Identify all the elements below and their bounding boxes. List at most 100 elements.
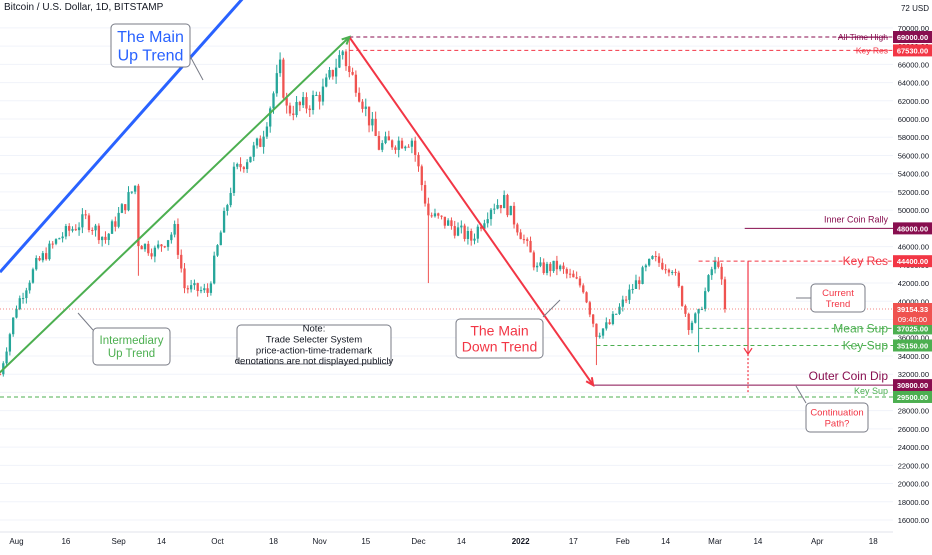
last-price-tag-bg (893, 302, 932, 325)
candle-body (222, 210, 226, 233)
candle (394, 145, 397, 154)
y-tick-label: 64000.00 (898, 79, 929, 88)
candle (414, 136, 417, 162)
x-tick-label: Sep (112, 537, 127, 546)
y-tick-label: 36000.00 (898, 334, 929, 343)
candle-body (628, 289, 631, 300)
key-res-top-label-text: Key Res (856, 45, 888, 55)
candle (41, 250, 44, 263)
candle (84, 209, 87, 220)
inner-coin-rally-axis-tag[interactable]: 48000.00 (893, 222, 932, 235)
main-up-trend-line[interactable] (0, 0, 257, 274)
candle-body (176, 224, 180, 255)
candle-body (568, 273, 572, 275)
current-trend-callout-text: Trend (826, 299, 850, 310)
key-res-top-axis-tag[interactable]: 67530.00 (893, 44, 932, 57)
candle (437, 212, 440, 219)
intermediary-up-trend-line[interactable] (0, 36, 350, 374)
candle (684, 304, 687, 317)
candle-body (81, 214, 84, 228)
candle-body (456, 227, 460, 236)
candle-body (275, 73, 278, 94)
candle-body (618, 306, 621, 314)
candle-body (371, 118, 374, 126)
candle (549, 262, 552, 277)
candle-body (644, 265, 648, 268)
candle (545, 261, 549, 276)
outer-coin-dip-axis-tag[interactable]: 30800.00 (893, 379, 932, 392)
candle (516, 222, 519, 236)
candle (226, 203, 229, 216)
candle-body (252, 145, 255, 157)
main-down-trend-callout-pointer (542, 299, 561, 318)
candle-body (591, 314, 595, 324)
candle-body (720, 266, 723, 280)
candle (8, 332, 12, 356)
candle-body (641, 267, 644, 284)
candle-body (298, 101, 302, 106)
candle-body (344, 51, 348, 67)
note-box[interactable]: Note:Trade Selecter Systemprice-action-t… (235, 323, 394, 367)
note-box-text: price-action-time-trademark (256, 345, 372, 356)
candle-body (664, 269, 667, 271)
candle (48, 240, 51, 261)
candle (12, 317, 15, 337)
candle-body (460, 225, 463, 228)
candle (193, 279, 196, 290)
key-sup-axis-tag[interactable]: 35150.00 (893, 339, 932, 352)
key-sup-axis-tag-text: 35150.00 (897, 341, 928, 350)
candle (374, 111, 377, 137)
candle (206, 283, 209, 297)
candle (463, 223, 466, 242)
candle (358, 87, 361, 103)
candle-body (713, 261, 717, 270)
candle-body (292, 113, 295, 116)
candle (259, 135, 262, 148)
candle-body (654, 256, 657, 258)
y-tick-label: 66000.00 (898, 60, 929, 69)
candle-body (285, 97, 288, 106)
candle (519, 229, 522, 240)
mean-sup-axis-tag[interactable]: 37025.00 (893, 322, 932, 335)
key-res-axis-tag[interactable]: 44400.00 (893, 255, 932, 268)
candle-body (15, 309, 18, 318)
candle-body (407, 146, 410, 148)
candle (236, 162, 239, 170)
candle-body (272, 93, 275, 109)
candle (565, 267, 568, 279)
candle (615, 313, 618, 315)
candle (700, 306, 704, 311)
candle (608, 319, 611, 325)
all-time-high-axis-tag-text: 69000.00 (897, 33, 928, 42)
main-down-trend-callout-text: Down Trend (462, 338, 537, 354)
candle (404, 145, 407, 151)
candle (704, 287, 707, 312)
candle-body (423, 185, 427, 204)
candle (74, 224, 77, 232)
all-time-high-axis-tag[interactable]: 69000.00 (893, 31, 932, 43)
candle (496, 199, 499, 210)
candle (298, 100, 302, 112)
main-down-trend-line[interactable] (348, 36, 594, 386)
candle (107, 232, 110, 246)
candle-body (562, 265, 565, 270)
candle (189, 279, 193, 293)
intermediary-up-trend-callout-text: Intermediary (100, 335, 164, 347)
key-res-label: Key Res (843, 254, 888, 268)
candle (427, 197, 430, 284)
key-sup-bottom-axis-tag[interactable]: 29500.00 (893, 390, 932, 403)
candle-body (110, 221, 114, 234)
candle-body (489, 209, 493, 220)
candle (364, 98, 367, 117)
candle-body (526, 239, 529, 241)
candle (213, 251, 216, 285)
key-res-top-axis-tag-text: 67530.00 (897, 46, 928, 55)
candle-body (377, 135, 381, 150)
